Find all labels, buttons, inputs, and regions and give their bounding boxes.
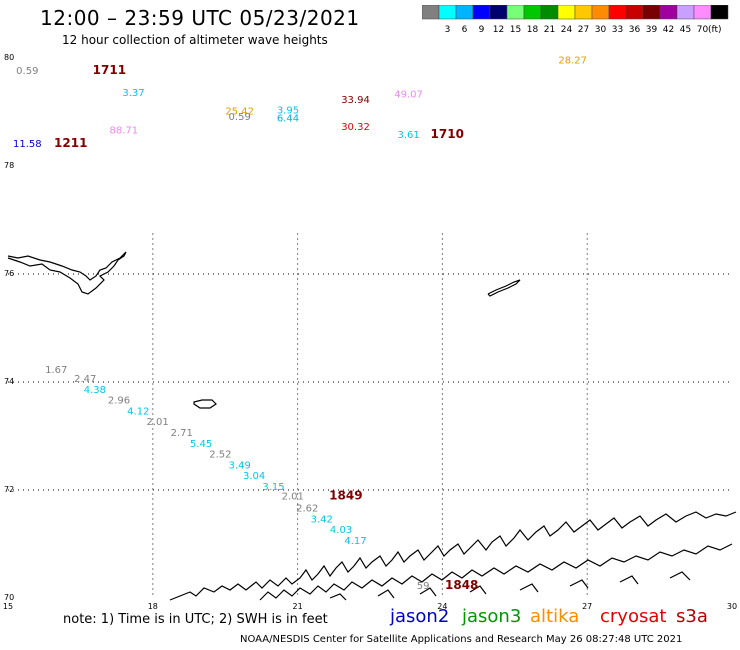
lat-tick-label: 78 — [4, 161, 14, 170]
wave-height-label: 3.95 — [277, 106, 299, 117]
wave-height-label: 0.59 — [229, 112, 251, 123]
coastline — [7, 251, 737, 601]
legend-tick-label: 45 — [680, 25, 691, 35]
wave-height-label: 11.58 — [13, 139, 42, 150]
color-legend-bar: 3 6 9 12 15 18 21 24 27 30 33 36 39 42 45 70 (ft) — [421, 4, 729, 35]
wave-height-label: 3.04 — [243, 471, 265, 482]
coastline-norway-north — [169, 511, 737, 601]
credit-line: NOAA/NESDIS Center for Satellite Applica… — [240, 634, 683, 645]
wave-height-label: 28.27 — [558, 55, 587, 66]
wave-height-label: 3.61 — [397, 130, 419, 141]
wave-height-label: 3.42 — [311, 514, 333, 525]
wave-height-label: 4.38 — [84, 385, 106, 396]
lat-tick-label: 76 — [4, 269, 14, 278]
satellite-jason2: jason2 — [390, 606, 450, 627]
lon-tick-label: 30 — [727, 602, 737, 611]
coastline-islands — [329, 571, 691, 601]
wave-height-label: 25.42 — [225, 107, 254, 118]
legend-unit: (ft) — [708, 25, 722, 35]
coastline-bjornoya — [193, 399, 217, 409]
wave-height-label: 2.52 — [209, 450, 231, 461]
legend-tick-label: 6 — [462, 25, 468, 35]
pass-time-label: 1848 — [445, 578, 478, 592]
coastline-svalbard-south — [7, 251, 127, 295]
page-subtitle: 12 hour collection of altimeter wave hei… — [62, 33, 328, 47]
color-legend: 3 6 9 12 15 18 21 24 27 30 33 36 39 42 45 70 (ft) — [421, 4, 734, 41]
lon-tick-label: 27 — [582, 602, 592, 611]
legend-swatch — [710, 4, 729, 20]
lat-tick-label: 74 — [4, 377, 14, 386]
wave-height-label: 4.17 — [344, 536, 366, 547]
graticule — [8, 233, 732, 598]
legend-tick-label: 21 — [544, 25, 555, 35]
pass-time-label: 1849 — [329, 489, 362, 503]
legend-tick-label: 9 — [479, 25, 485, 35]
legend-tick-label: 36 — [629, 25, 641, 35]
legend-tick-label: 33 — [612, 25, 623, 35]
satellite-altika: altika — [530, 606, 580, 627]
legend-tick-label: 27 — [578, 25, 589, 35]
wave-height-label: 2.01 — [282, 492, 304, 503]
lon-tick-label: 18 — [148, 602, 158, 611]
wave-height-label: 3.49 — [229, 460, 251, 471]
pass-time-label: 1710 — [431, 127, 464, 141]
wave-height-label: 59 — [417, 581, 430, 592]
legend-tick-label: 15 — [510, 25, 521, 35]
wave-height-label: 2.96 — [108, 396, 130, 407]
wave-height-label: 4.03 — [330, 525, 352, 536]
wave-height-label: 0.59 — [16, 66, 38, 77]
wave-height-label: 2.01 — [146, 417, 168, 428]
legend-tick-label: 42 — [663, 25, 674, 35]
page-title: 12:00 – 23:59 UTC 05/23/2021 — [40, 6, 360, 30]
wave-height-label: 2.47 — [74, 374, 96, 385]
lon-tick-label: 24 — [437, 602, 447, 611]
legend-tick-label: 18 — [527, 25, 539, 35]
wave-height-label: 2.71 — [171, 428, 193, 439]
lon-tick-label: 21 — [293, 602, 303, 611]
satellite-s3a: s3a — [676, 606, 708, 627]
coastline-norway-fjords — [259, 543, 733, 601]
wave-height-label: 3.37 — [122, 88, 144, 99]
wave-height-label: 30.32 — [341, 122, 370, 133]
lat-tick-label: 72 — [4, 485, 14, 494]
pass-time-label: 1711 — [93, 63, 126, 77]
legend-tick-label: 24 — [561, 25, 573, 35]
wave-height-label: 49.07 — [394, 89, 423, 100]
wave-height-label: 6.44 — [277, 114, 299, 125]
lat-tick-label: 80 — [4, 53, 14, 62]
legend-tick-label: 12 — [493, 25, 504, 35]
wave-height-label: 3.15 — [262, 482, 284, 493]
legend-tick-label: 30 — [595, 25, 607, 35]
legend-tick-label: 3 — [445, 25, 451, 35]
pass-time-label: 1211 — [54, 136, 87, 150]
lat-tick-label: 70 — [4, 593, 14, 602]
footer-note: note: 1) Time is in UTC; 2) SWH is in fe… — [63, 612, 328, 627]
legend-tick-label: 39 — [646, 25, 658, 35]
lon-tick-label: 15 — [3, 602, 13, 611]
wave-height-label: 1.67 — [45, 365, 67, 376]
wave-height-label: 33.94 — [341, 95, 370, 106]
axis-labels: 15 18 21 24 27 30 80 78 76 74 72 70 — [3, 53, 737, 611]
satellite-cryosat: cryosat — [600, 606, 667, 627]
coastline-kong-karls-land — [487, 279, 521, 297]
wave-height-label: 5.45 — [190, 439, 212, 450]
wave-height-label: 4.12 — [127, 406, 149, 417]
wave-height-label: 2.62 — [296, 504, 318, 515]
satellite-jason3: jason3 — [462, 606, 522, 627]
legend-tick-label: 70 — [697, 25, 709, 35]
wave-height-label: 88.71 — [110, 126, 139, 137]
